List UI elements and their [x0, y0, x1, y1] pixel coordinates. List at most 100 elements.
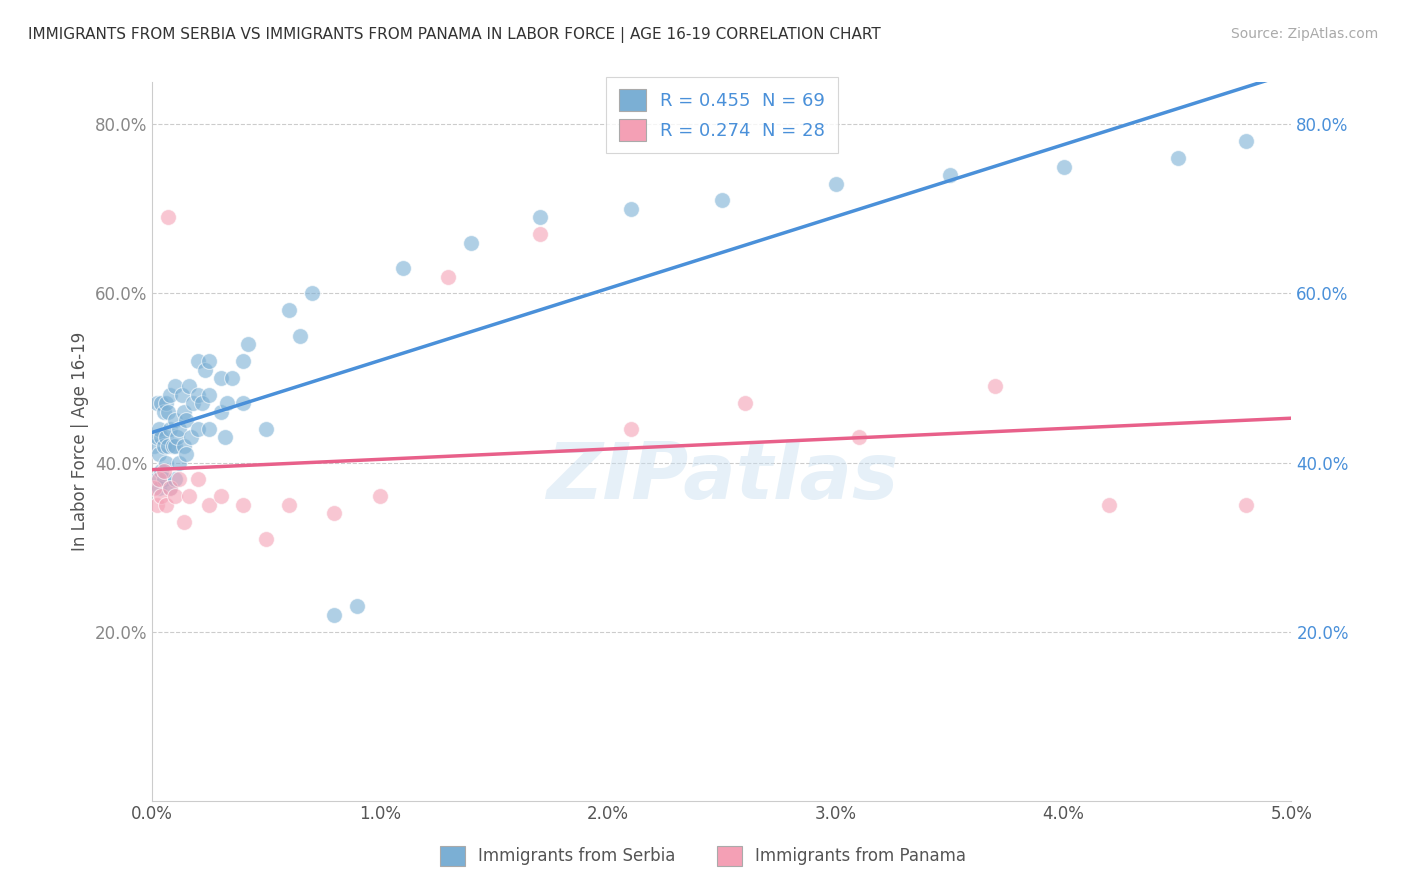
Immigrants from Panama: [155, 498, 177, 512]
Immigrants from Serbia: [180, 430, 202, 444]
Immigrants from Panama: [187, 472, 209, 486]
Immigrants from Serbia: [198, 388, 221, 402]
Immigrants from Serbia: [163, 379, 186, 393]
Immigrants from Serbia: [169, 422, 191, 436]
Immigrants from Panama: [277, 498, 299, 512]
Immigrants from Panama: [620, 422, 643, 436]
Immigrants from Panama: [254, 532, 277, 546]
Immigrants from Panama: [529, 227, 551, 242]
Immigrants from Serbia: [152, 405, 174, 419]
Immigrants from Serbia: [155, 456, 177, 470]
Legend: R = 0.455  N = 69, R = 0.274  N = 28: R = 0.455 N = 69, R = 0.274 N = 28: [606, 77, 838, 153]
Immigrants from Serbia: [277, 303, 299, 318]
Immigrants from Serbia: [163, 413, 186, 427]
Immigrants from Serbia: [176, 413, 198, 427]
Immigrants from Serbia: [173, 439, 195, 453]
Immigrants from Serbia: [187, 388, 209, 402]
Immigrants from Serbia: [232, 396, 254, 410]
Immigrants from Panama: [984, 379, 1007, 393]
Immigrants from Panama: [177, 489, 200, 503]
Immigrants from Serbia: [217, 396, 239, 410]
Immigrants from Serbia: [254, 422, 277, 436]
Immigrants from Serbia: [1234, 134, 1257, 148]
Immigrants from Serbia: [145, 472, 167, 486]
Immigrants from Serbia: [143, 439, 166, 453]
Immigrants from Panama: [163, 489, 186, 503]
Immigrants from Serbia: [145, 396, 167, 410]
Immigrants from Panama: [209, 489, 232, 503]
Immigrants from Serbia: [150, 430, 173, 444]
Immigrants from Serbia: [166, 430, 188, 444]
Immigrants from Serbia: [148, 481, 170, 495]
Immigrants from Serbia: [529, 211, 551, 225]
Immigrants from Serbia: [391, 261, 413, 276]
Immigrants from Serbia: [159, 481, 181, 495]
Immigrants from Panama: [198, 498, 221, 512]
Immigrants from Serbia: [159, 388, 181, 402]
Immigrants from Panama: [232, 498, 254, 512]
Immigrants from Serbia: [198, 422, 221, 436]
Immigrants from Serbia: [346, 599, 368, 614]
Immigrants from Serbia: [159, 422, 181, 436]
Immigrants from Panama: [323, 506, 346, 520]
Legend: Immigrants from Serbia, Immigrants from Panama: Immigrants from Serbia, Immigrants from …: [426, 832, 980, 880]
Immigrants from Serbia: [193, 362, 215, 376]
Immigrants from Panama: [848, 430, 870, 444]
Immigrants from Panama: [150, 489, 173, 503]
Immigrants from Serbia: [191, 396, 214, 410]
Immigrants from Serbia: [214, 430, 236, 444]
Immigrants from Serbia: [155, 430, 177, 444]
Immigrants from Serbia: [221, 371, 243, 385]
Immigrants from Panama: [143, 481, 166, 495]
Immigrants from Panama: [437, 269, 460, 284]
Immigrants from Serbia: [155, 396, 177, 410]
Immigrants from Panama: [1234, 498, 1257, 512]
Immigrants from Serbia: [1052, 160, 1074, 174]
Immigrants from Panama: [159, 481, 181, 495]
Immigrants from Serbia: [177, 379, 200, 393]
Immigrants from Serbia: [209, 405, 232, 419]
Immigrants from Serbia: [236, 337, 259, 351]
Immigrants from Serbia: [460, 235, 482, 250]
Y-axis label: In Labor Force | Age 16-19: In Labor Force | Age 16-19: [72, 332, 89, 551]
Immigrants from Serbia: [169, 456, 191, 470]
Immigrants from Serbia: [150, 464, 173, 478]
Immigrants from Serbia: [620, 202, 643, 216]
Immigrants from Serbia: [232, 354, 254, 368]
Immigrants from Serbia: [290, 328, 312, 343]
Immigrants from Serbia: [163, 472, 186, 486]
Immigrants from Serbia: [162, 439, 184, 453]
Immigrants from Serbia: [170, 388, 193, 402]
Immigrants from Serbia: [152, 472, 174, 486]
Text: Source: ZipAtlas.com: Source: ZipAtlas.com: [1230, 27, 1378, 41]
Immigrants from Serbia: [938, 168, 960, 182]
Immigrants from Serbia: [157, 439, 180, 453]
Immigrants from Serbia: [824, 177, 846, 191]
Immigrants from Serbia: [187, 354, 209, 368]
Immigrants from Serbia: [176, 447, 198, 461]
Immigrants from Panama: [152, 464, 174, 478]
Immigrants from Serbia: [173, 405, 195, 419]
Immigrants from Serbia: [323, 607, 346, 622]
Immigrants from Serbia: [198, 354, 221, 368]
Immigrants from Panama: [734, 396, 756, 410]
Immigrants from Serbia: [145, 430, 167, 444]
Immigrants from Panama: [368, 489, 391, 503]
Immigrants from Serbia: [152, 439, 174, 453]
Immigrants from Serbia: [209, 371, 232, 385]
Immigrants from Serbia: [157, 405, 180, 419]
Immigrants from Panama: [145, 498, 167, 512]
Immigrants from Serbia: [181, 396, 204, 410]
Immigrants from Serbia: [1167, 151, 1189, 165]
Text: IMMIGRANTS FROM SERBIA VS IMMIGRANTS FROM PANAMA IN LABOR FORCE | AGE 16-19 CORR: IMMIGRANTS FROM SERBIA VS IMMIGRANTS FRO…: [28, 27, 882, 43]
Immigrants from Serbia: [301, 286, 323, 301]
Immigrants from Serbia: [163, 439, 186, 453]
Immigrants from Serbia: [148, 422, 170, 436]
Immigrants from Serbia: [148, 447, 170, 461]
Immigrants from Serbia: [710, 194, 733, 208]
Immigrants from Panama: [1098, 498, 1121, 512]
Immigrants from Panama: [148, 472, 170, 486]
Text: ZIPatlas: ZIPatlas: [546, 439, 898, 516]
Immigrants from Panama: [173, 515, 195, 529]
Immigrants from Serbia: [187, 422, 209, 436]
